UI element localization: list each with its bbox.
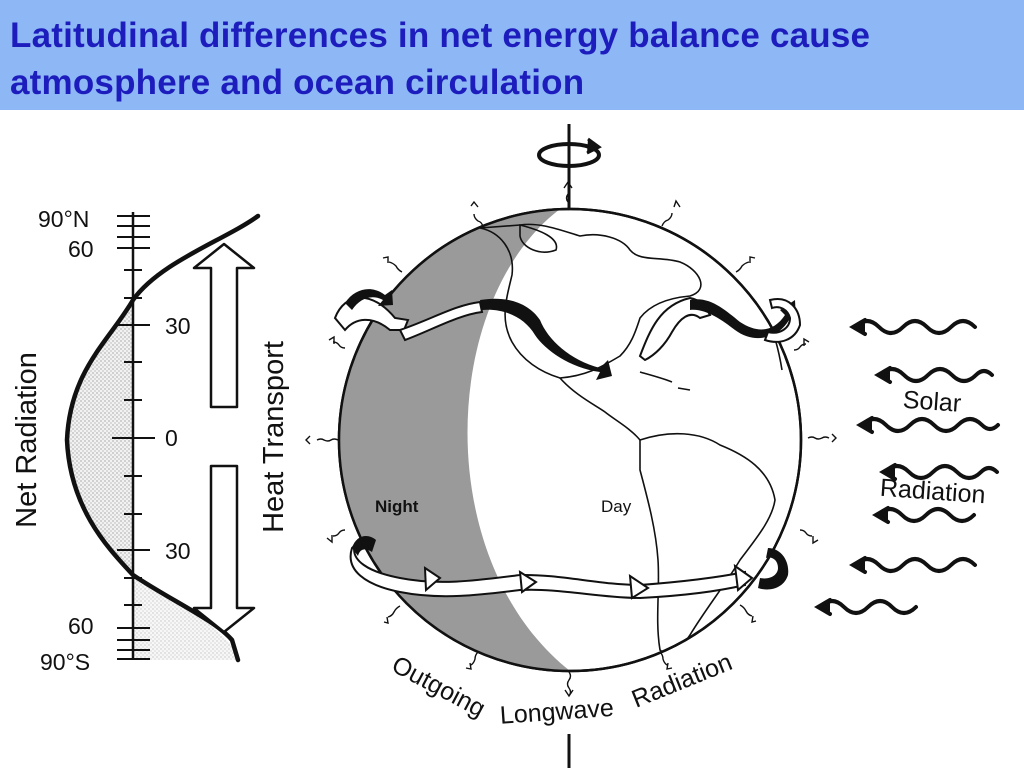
lat-label-30s: 30 <box>165 538 191 564</box>
south-america-outline <box>639 432 776 654</box>
solar-wave-7 <box>814 598 918 616</box>
south-arrow-head-3 <box>628 574 650 600</box>
lat-label-0: 0 <box>165 425 178 451</box>
lat-label-90s: 90°S <box>40 649 90 675</box>
energy-balance-diagram: 90°N 60 30 0 30 60 90°S Net Radiation He… <box>11 124 1000 768</box>
solar-wave-1 <box>849 318 977 336</box>
south-arrow-black-right <box>758 548 789 590</box>
incoming-solar-waves <box>814 318 1000 616</box>
rotation-icon <box>537 137 602 168</box>
net-radiation-panel: 90°N 60 30 0 30 60 90°S Net Radiation He… <box>11 206 290 675</box>
longwave-label: Longwave <box>499 694 615 730</box>
radiation-label: Radiation <box>879 474 986 509</box>
globe: Night Day <box>305 124 837 768</box>
solar-wave-3 <box>856 416 1000 434</box>
lat-label-90n: 90°N <box>38 206 89 232</box>
net-radiation-label: Net Radiation <box>11 352 43 528</box>
north-arrow-white-end <box>763 298 802 343</box>
south-arrow-head-2 <box>518 570 538 594</box>
solar-wave-2 <box>874 366 994 384</box>
heat-transport-label: Heat Transport <box>258 341 290 533</box>
solar-wave-6 <box>849 556 977 574</box>
solar-wave-5 <box>872 506 976 524</box>
net-radiation-curve <box>64 213 261 663</box>
north-arrow-black-1 <box>345 289 393 310</box>
north-arrow-white-right <box>638 296 712 362</box>
day-label: Day <box>601 497 632 516</box>
heat-transport-arrow-north <box>192 242 256 409</box>
north-arrow-black-3 <box>690 299 796 339</box>
solar-label: Solar <box>902 386 962 418</box>
title-line-2: atmosphere and ocean circulation <box>10 63 585 102</box>
north-arrow-white-tail <box>398 300 484 342</box>
southern-circulation-arrows <box>349 536 789 600</box>
central-america-outline <box>559 377 641 441</box>
north-america-outline <box>479 223 702 379</box>
title-line-1: Latitudinal differences in net energy ba… <box>10 16 871 55</box>
outgoing-longwave-arrows <box>305 180 837 698</box>
greenland-outline <box>519 223 558 253</box>
caribbean-islands <box>639 371 691 391</box>
polar-deficit-region <box>133 575 236 660</box>
night-label: Night <box>375 497 419 516</box>
solar-wave-4 <box>879 463 999 481</box>
northern-circulation-arrows <box>333 289 802 380</box>
title-bar: Latitudinal differences in net energy ba… <box>0 0 1024 110</box>
lat-label-60s: 60 <box>68 613 94 639</box>
lat-label-30n: 30 <box>165 313 191 339</box>
south-arrow-black-left <box>352 536 376 556</box>
south-arrow-head-1 <box>423 566 442 593</box>
south-arrow-head-4 <box>733 563 754 592</box>
heat-transport-arrow-south <box>192 464 256 634</box>
lat-label-60n: 60 <box>68 236 94 262</box>
north-arrow-black-2 <box>480 298 612 380</box>
